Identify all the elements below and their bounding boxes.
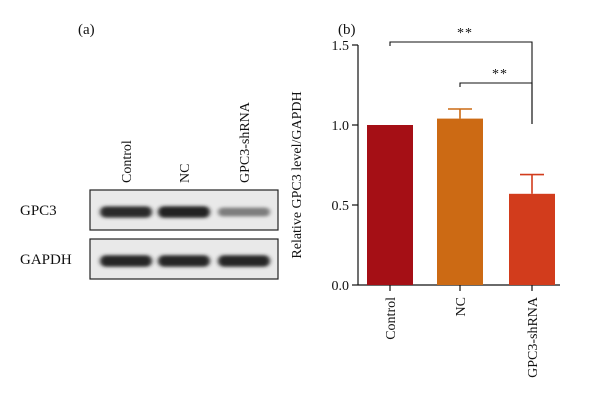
blot-row-label: GPC3: [20, 203, 57, 219]
bar: [367, 125, 413, 285]
bar: [437, 118, 483, 285]
y-axis-title: Relative GPC3 level/GAPDH: [290, 91, 305, 258]
panel-b-label: (b): [338, 22, 356, 38]
x-tick-label: NC: [454, 297, 469, 316]
y-tick-label: 0.5: [332, 199, 350, 214]
y-tick-label: 1.5: [332, 39, 350, 54]
x-tick-label: Control: [384, 297, 399, 340]
western-blot: Control NC GPC3-shRNA GPC3 GAPDH: [20, 101, 279, 280]
significance-label: **: [457, 26, 473, 41]
significance-label: **: [492, 67, 508, 82]
bar: [509, 193, 555, 285]
blot-row-label: GAPDH: [20, 252, 72, 268]
x-tick-label: GPC3-shRNA: [526, 296, 541, 378]
blot-band: [218, 207, 270, 217]
blot-band: [158, 255, 210, 267]
bar-chart: 0.0 0.5 1.0 1.5 Relative GPC3 level/GAPDH Con…: [290, 26, 560, 378]
blot-band: [100, 206, 152, 218]
blot-band: [100, 255, 152, 267]
panel-a-label: (a): [78, 22, 95, 38]
blot-lane-label: GPC3-shRNA: [238, 101, 253, 183]
significance-bracket: [459, 82, 533, 124]
blot-lane-label: NC: [178, 164, 193, 183]
y-tick-label: 0.0: [332, 279, 350, 294]
blot-band: [158, 206, 210, 218]
y-tick-label: 1.0: [332, 119, 350, 134]
blot-band: [218, 255, 270, 267]
blot-lane-label: Control: [120, 140, 135, 183]
